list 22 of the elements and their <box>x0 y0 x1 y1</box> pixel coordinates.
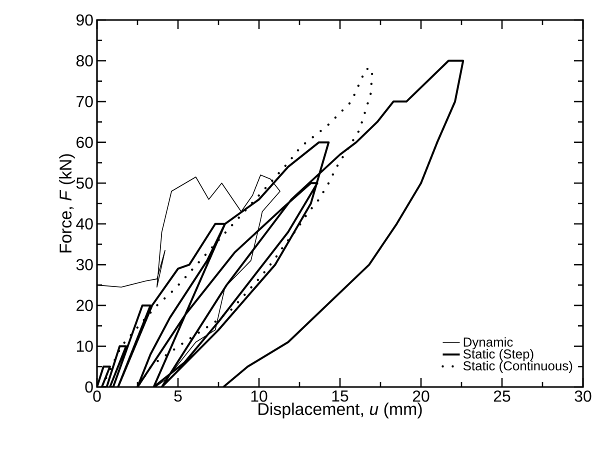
y-tick-label: 20 <box>76 300 93 312</box>
x-tick-label: 5 <box>174 390 182 402</box>
x-tick-label: 25 <box>494 390 510 402</box>
legend-label: Static (Continuous) <box>463 360 572 373</box>
x-tick-label: 30 <box>574 390 592 402</box>
y-tick-label: 40 <box>76 218 93 230</box>
x-tick-label: 0 <box>93 390 101 402</box>
y-tick-label: 60 <box>76 136 93 148</box>
y-tick-label: 80 <box>76 55 93 66</box>
x-tick-label: 15 <box>332 390 348 402</box>
y-tick-label: 90 <box>76 14 93 26</box>
y-tick-label: 0 <box>85 381 93 393</box>
y-tick-label: 70 <box>76 96 93 108</box>
y-tick-label: 30 <box>76 259 93 270</box>
x-axis-title: Displacement, u (mm) <box>258 402 422 418</box>
legend-label: Static (Step) <box>463 349 534 362</box>
legend-label: Dynamic <box>464 337 513 350</box>
x-tick-label: 10 <box>251 390 268 402</box>
y-tick-label: 50 <box>76 177 93 189</box>
x-tick-label: 20 <box>412 390 430 402</box>
y-tick-label: 10 <box>76 340 93 352</box>
y-axis-title: Force, F (kN) <box>59 154 75 252</box>
